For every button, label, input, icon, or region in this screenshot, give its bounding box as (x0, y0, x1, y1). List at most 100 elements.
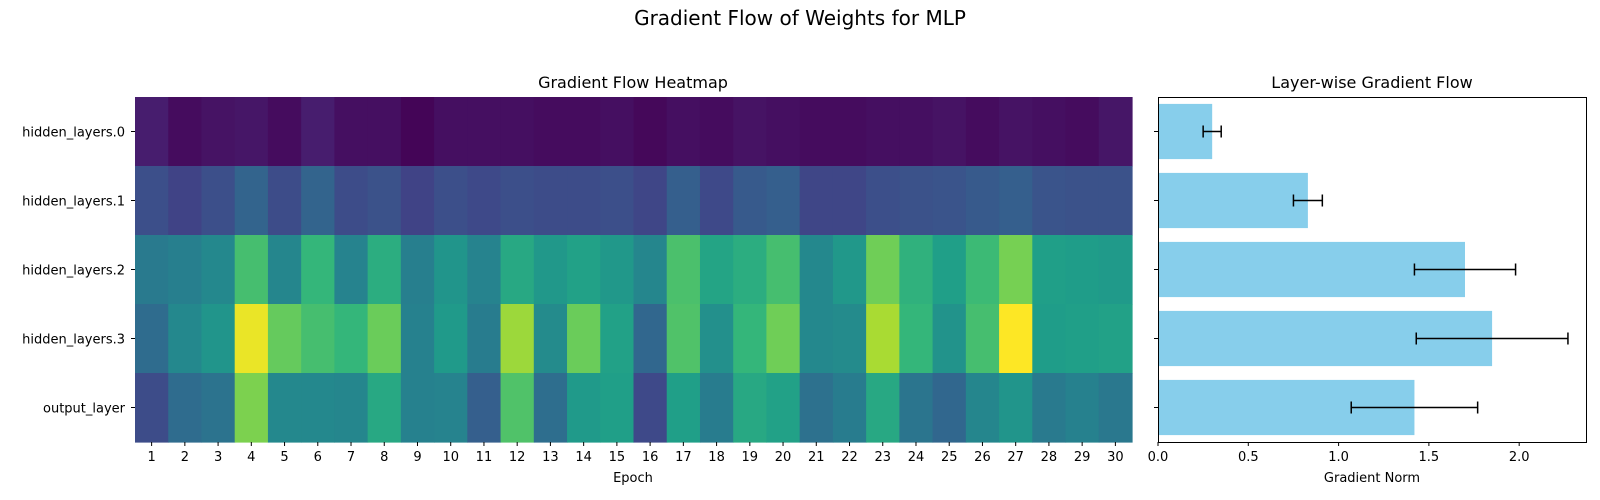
heatmap-cell (899, 166, 934, 236)
heatmap-cell (467, 97, 502, 167)
heatmap-cell (899, 97, 934, 167)
heatmap-x-tick-label: 15 (609, 450, 626, 465)
heatmap-cell (999, 97, 1033, 167)
heatmap-cell (234, 373, 269, 443)
heatmap-cell (733, 166, 768, 236)
heatmap-cell (633, 304, 668, 374)
heatmap-cell (1098, 97, 1133, 167)
heatmap-cell (234, 97, 269, 167)
heatmap-cell (832, 373, 867, 443)
heatmap-cell (500, 373, 535, 443)
heatmap-cell (400, 166, 435, 236)
heatmap-cell (666, 235, 701, 305)
heatmap-x-tick-label: 26 (974, 450, 991, 465)
heatmap-cell (467, 304, 502, 374)
heatmap-cell (999, 304, 1033, 374)
heatmap-cell (367, 235, 402, 305)
heatmap-cell (301, 166, 335, 236)
heatmap-cell (533, 235, 568, 305)
heatmap-cell (500, 235, 535, 305)
heatmap-cell (699, 97, 734, 167)
heatmap-cell (1065, 235, 1100, 305)
heatmap-cell (434, 235, 468, 305)
heatmap-cell (799, 304, 834, 374)
heatmap-cell (334, 235, 369, 305)
heatmap-cell (434, 166, 468, 236)
heatmap-x-tick-label: 30 (1107, 450, 1124, 465)
heatmap-cell (866, 373, 900, 443)
heatmap-x-tick-label: 14 (575, 450, 592, 465)
heatmap-cell (965, 304, 1000, 374)
heatmap-cell (866, 97, 900, 167)
heatmap-cell (201, 97, 236, 167)
heatmap-x-tick-label: 3 (214, 450, 222, 465)
heatmap-cell (733, 235, 768, 305)
heatmap-cell (932, 166, 967, 236)
heatmap-cell (965, 373, 1000, 443)
bar (1158, 172, 1308, 229)
figure-title: Gradient Flow of Weights for MLP (634, 6, 966, 30)
heatmap-cell (666, 304, 701, 374)
heatmap-x-tick-label: 8 (380, 450, 388, 465)
bar-x-axis-label: Gradient Norm (1324, 471, 1420, 486)
heatmap-cell (533, 304, 568, 374)
heatmap-cell (135, 235, 169, 305)
heatmap-cell (1032, 235, 1067, 305)
heatmap-cell (467, 235, 502, 305)
heatmap-x-tick-label: 29 (1074, 450, 1091, 465)
heatmap-cell (267, 235, 302, 305)
heatmap-cell (1065, 304, 1100, 374)
heatmap-x-axis-label: Epoch (613, 471, 653, 486)
heatmap-x-tick-label: 2 (181, 450, 189, 465)
heatmap-x-tick-label: 27 (1007, 450, 1024, 465)
heatmap-cell (201, 304, 236, 374)
bar-x-tick-label: 2.0 (1509, 450, 1530, 465)
heatmap-cell (832, 97, 867, 167)
heatmap-cell (766, 97, 801, 167)
bar-chart-title: Layer-wise Gradient Flow (1271, 73, 1472, 92)
heatmap-cell (400, 235, 435, 305)
heatmap-cell (600, 235, 635, 305)
heatmap-cell (600, 97, 635, 167)
heatmap-y-tick-label: hidden_layers.1 (22, 195, 125, 210)
heatmap-cell (965, 97, 1000, 167)
heatmap-x-tick-label: 1 (147, 450, 155, 465)
heatmap-y-tick-label: output_layer (43, 402, 126, 417)
heatmap-cell (766, 235, 801, 305)
heatmap-cell (400, 304, 435, 374)
bar-x-tick-label: 0.0 (1148, 450, 1169, 465)
heatmap-cell (500, 97, 535, 167)
heatmap-cell (832, 235, 867, 305)
heatmap-cell (301, 304, 335, 374)
heatmap-x-tick-label: 7 (347, 450, 355, 465)
bar-y-ticks (1154, 131, 1158, 408)
heatmap-cell (666, 97, 701, 167)
heatmap-x-tick-label: 28 (1041, 450, 1058, 465)
heatmap-cell (1065, 166, 1100, 236)
heatmap-cell (899, 373, 934, 443)
heatmap-cell (234, 166, 269, 236)
heatmap-cells (135, 97, 1133, 443)
heatmap-cell (267, 304, 302, 374)
heatmap-cell (168, 166, 203, 236)
heatmap-x-tick-label: 12 (509, 450, 526, 465)
heatmap-cell (334, 166, 369, 236)
heatmap-cell (434, 304, 468, 374)
heatmap-cell (533, 166, 568, 236)
heatmap-x-tick-label: 11 (476, 450, 493, 465)
heatmap-cell (733, 97, 768, 167)
heatmap-cell (135, 373, 169, 443)
heatmap-cell (168, 304, 203, 374)
heatmap-cell (168, 97, 203, 167)
heatmap-cell (633, 97, 668, 167)
heatmap-cell (600, 166, 635, 236)
heatmap-x-tick-label: 9 (413, 450, 421, 465)
heatmap-cell (301, 97, 335, 167)
heatmap-cell (334, 373, 369, 443)
heatmap-cell (533, 97, 568, 167)
heatmap-cell (799, 235, 834, 305)
heatmap-cell (567, 304, 601, 374)
heatmap-cell (999, 235, 1033, 305)
heatmap-cell (1032, 304, 1067, 374)
heatmap-cell (334, 97, 369, 167)
